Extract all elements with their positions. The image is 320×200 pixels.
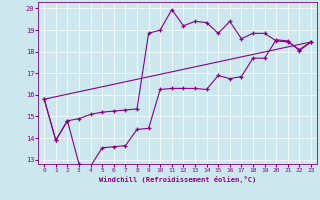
X-axis label: Windchill (Refroidissement éolien,°C): Windchill (Refroidissement éolien,°C) bbox=[99, 176, 256, 183]
